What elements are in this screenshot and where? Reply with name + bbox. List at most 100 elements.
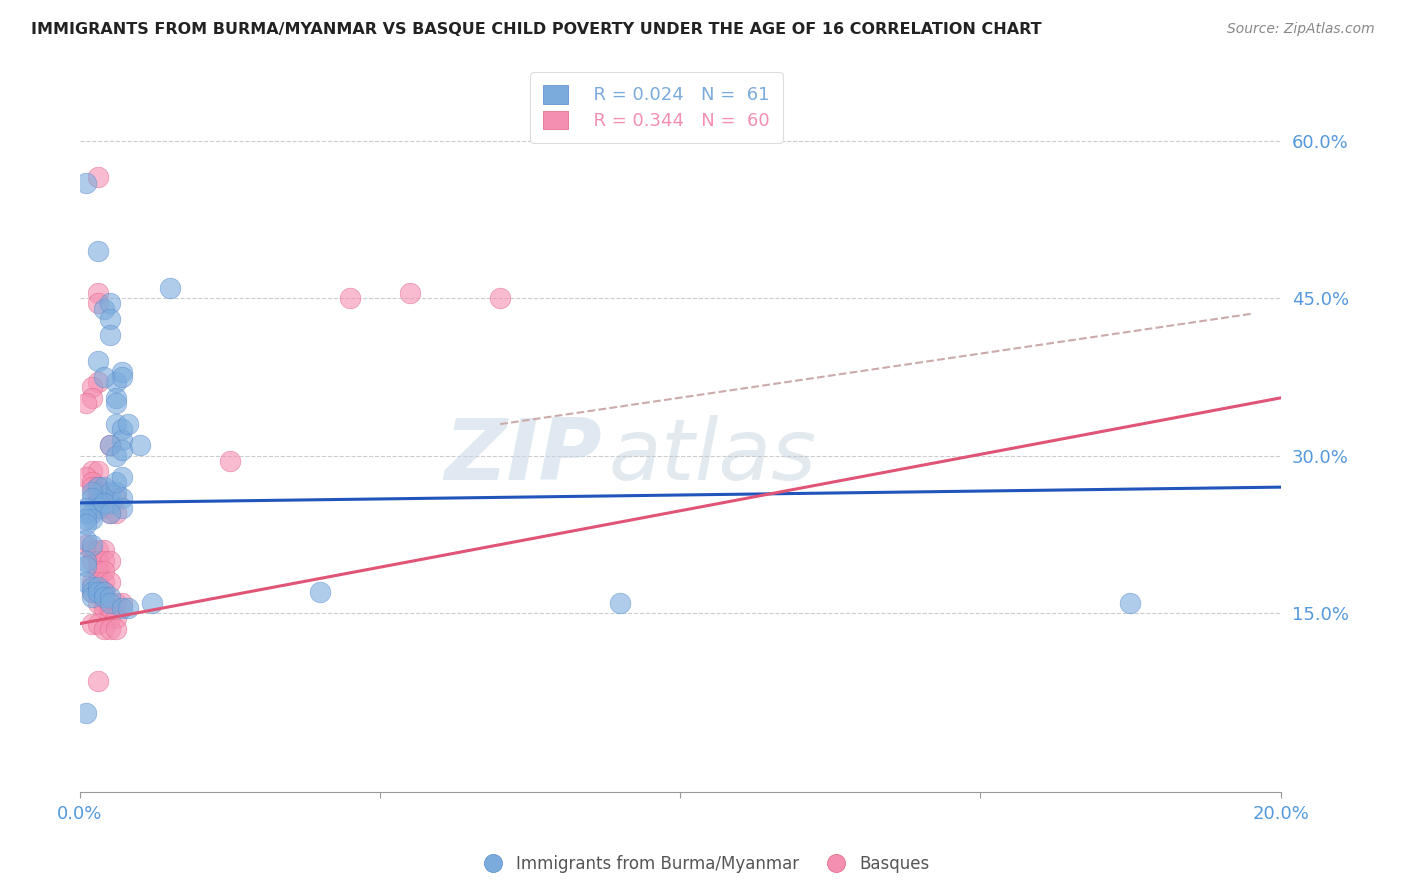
- Point: [98, 554, 121, 568]
- Legend: Immigrants from Burma/Myanmar, Basques: Immigrants from Burma/Myanmar, Basques: [470, 848, 936, 880]
- Point: [87, 674, 110, 689]
- Point: [104, 449, 127, 463]
- Point: [93, 491, 115, 505]
- Point: [93, 496, 115, 510]
- Point: [93, 564, 115, 578]
- Point: [98, 312, 121, 326]
- Point: [75, 507, 97, 521]
- Text: atlas: atlas: [609, 415, 815, 498]
- Point: [80, 574, 103, 589]
- Point: [75, 538, 97, 552]
- Point: [87, 485, 110, 500]
- Point: [80, 391, 103, 405]
- Point: [87, 501, 110, 516]
- Point: [339, 291, 361, 305]
- Point: [111, 370, 134, 384]
- Point: [75, 176, 97, 190]
- Text: IMMIGRANTS FROM BURMA/MYANMAR VS BASQUE CHILD POVERTY UNDER THE AGE OF 16 CORREL: IMMIGRANTS FROM BURMA/MYANMAR VS BASQUE …: [31, 22, 1042, 37]
- Point: [80, 480, 103, 494]
- Point: [93, 501, 115, 516]
- Point: [75, 554, 97, 568]
- Point: [93, 554, 115, 568]
- Point: [111, 365, 134, 379]
- Point: [104, 596, 127, 610]
- Point: [93, 543, 115, 558]
- Point: [104, 485, 127, 500]
- Point: [87, 543, 110, 558]
- Point: [104, 491, 127, 505]
- Point: [87, 554, 110, 568]
- Point: [87, 296, 110, 310]
- Point: [80, 543, 103, 558]
- Point: [80, 585, 103, 599]
- Point: [80, 580, 103, 594]
- Point: [159, 280, 181, 294]
- Point: [93, 596, 115, 610]
- Point: [93, 591, 115, 605]
- Point: [80, 507, 103, 521]
- Point: [87, 244, 110, 258]
- Point: [93, 480, 115, 494]
- Point: [87, 375, 110, 389]
- Point: [93, 301, 115, 316]
- Point: [75, 574, 97, 589]
- Point: [98, 622, 121, 636]
- Point: [98, 438, 121, 452]
- Point: [98, 507, 121, 521]
- Point: [111, 596, 134, 610]
- Point: [111, 443, 134, 458]
- Point: [111, 600, 134, 615]
- Point: [111, 501, 134, 516]
- Point: [93, 585, 115, 599]
- Point: [80, 585, 103, 599]
- Point: [87, 491, 110, 505]
- Point: [87, 574, 110, 589]
- Point: [93, 600, 115, 615]
- Point: [93, 370, 115, 384]
- Point: [75, 396, 97, 410]
- Point: [75, 511, 97, 525]
- Point: [80, 538, 103, 552]
- Point: [75, 533, 97, 547]
- Point: [93, 496, 115, 510]
- Point: [104, 611, 127, 625]
- Point: [98, 496, 121, 510]
- Point: [129, 438, 152, 452]
- Point: [87, 564, 110, 578]
- Point: [87, 501, 110, 516]
- Point: [489, 291, 512, 305]
- Point: [117, 600, 139, 615]
- Point: [104, 396, 127, 410]
- Point: [87, 596, 110, 610]
- Point: [104, 375, 127, 389]
- Point: [104, 417, 127, 431]
- Point: [93, 485, 115, 500]
- Point: [93, 574, 115, 589]
- Point: [141, 596, 163, 610]
- Point: [80, 511, 103, 525]
- Point: [104, 475, 127, 489]
- Point: [98, 596, 121, 610]
- Point: [98, 574, 121, 589]
- Point: [111, 433, 134, 447]
- Point: [87, 585, 110, 599]
- Point: [80, 491, 103, 505]
- Point: [309, 585, 332, 599]
- Point: [87, 580, 110, 594]
- Point: [98, 485, 121, 500]
- Point: [1119, 596, 1142, 610]
- Point: [87, 480, 110, 494]
- Point: [111, 491, 134, 505]
- Point: [111, 422, 134, 436]
- Point: [399, 285, 422, 300]
- Point: [87, 464, 110, 478]
- Point: [104, 391, 127, 405]
- Point: [104, 622, 127, 636]
- Point: [87, 285, 110, 300]
- Text: Source: ZipAtlas.com: Source: ZipAtlas.com: [1227, 22, 1375, 37]
- Point: [98, 507, 121, 521]
- Point: [87, 170, 110, 185]
- Legend:   R = 0.024   N =  61,   R = 0.344   N =  60: R = 0.024 N = 61, R = 0.344 N = 60: [530, 72, 783, 143]
- Point: [80, 464, 103, 478]
- Text: ZIP: ZIP: [444, 415, 602, 498]
